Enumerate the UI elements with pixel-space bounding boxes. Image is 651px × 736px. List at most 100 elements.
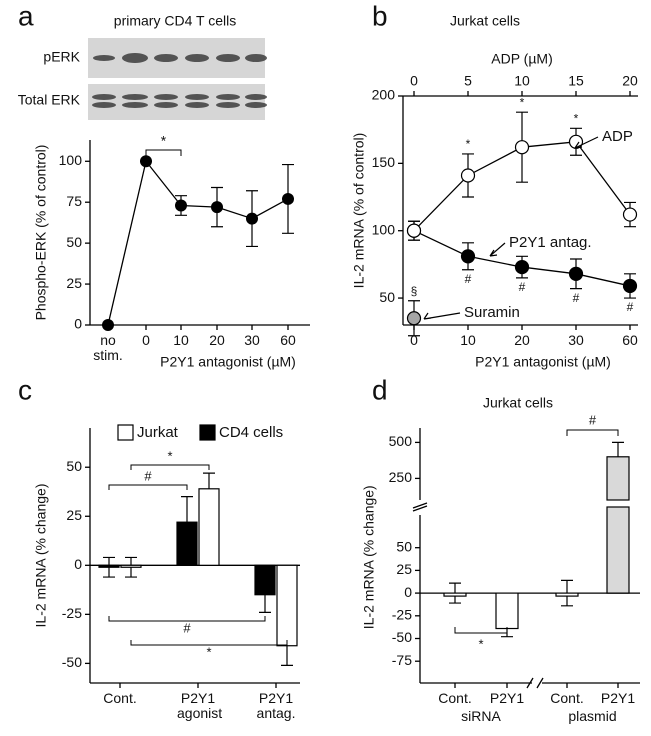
point bbox=[568, 266, 584, 281]
significance-label: * bbox=[466, 137, 471, 151]
significance-label: * bbox=[167, 448, 172, 463]
y-tick-label: 50 bbox=[66, 458, 82, 474]
group-label: siRNA bbox=[461, 708, 501, 724]
bar bbox=[555, 592, 579, 597]
x-tick-label: P2Y1 bbox=[600, 690, 636, 706]
y-tick-label: 200 bbox=[372, 87, 396, 103]
y-tick-label: 100 bbox=[59, 152, 83, 168]
point bbox=[140, 155, 152, 168]
y-tick-label: 0 bbox=[74, 316, 82, 332]
y-tick-label: -50 bbox=[62, 654, 82, 670]
label-arrow bbox=[489, 242, 506, 257]
significance-bracket bbox=[108, 616, 266, 622]
y-axis-label: IL-2 mRNA (% change) bbox=[33, 484, 49, 628]
point bbox=[514, 140, 530, 155]
point bbox=[514, 259, 530, 275]
point bbox=[406, 223, 422, 238]
bar bbox=[606, 456, 630, 501]
x2-axis-label: ADP (µM) bbox=[491, 51, 552, 67]
x-tick-label: 0 bbox=[410, 332, 418, 348]
point bbox=[211, 201, 223, 214]
y-tick-label: 25 bbox=[66, 507, 82, 523]
y-tick-label: 100 bbox=[372, 221, 396, 237]
y-tick-label: -50 bbox=[392, 629, 412, 645]
significance-bracket bbox=[566, 429, 619, 436]
bar bbox=[443, 592, 467, 597]
y-tick-label: 75 bbox=[66, 193, 82, 209]
legend-label: CD4 cells bbox=[219, 424, 283, 441]
x-tick-label: 20 bbox=[209, 332, 225, 348]
significance-label: # bbox=[519, 280, 526, 294]
x2-tick-label: 0 bbox=[410, 73, 418, 89]
panel-label: a bbox=[18, 0, 34, 31]
point bbox=[622, 278, 638, 294]
series-label: P2Y1 antag. bbox=[509, 234, 592, 251]
y-tick-label: 250 bbox=[389, 469, 413, 485]
x-axis-label: P2Y1 antagonist (µM) bbox=[475, 354, 611, 370]
chart-title: Jurkat cells bbox=[483, 395, 553, 411]
legend-label: Jurkat bbox=[137, 424, 179, 441]
y-axis-label: Phospho-ERK (% of control) bbox=[33, 145, 49, 321]
y-tick-label: 0 bbox=[74, 556, 82, 572]
significance-label: # bbox=[573, 291, 580, 305]
x-tick-label: 0 bbox=[142, 332, 150, 348]
significance-label: * bbox=[478, 636, 483, 651]
y-tick-label: 50 bbox=[379, 289, 395, 305]
x-tick-label: 60 bbox=[280, 332, 296, 348]
bar bbox=[495, 592, 519, 630]
significance-bracket bbox=[130, 640, 288, 646]
blot-images bbox=[88, 38, 267, 120]
y-tick-label: 50 bbox=[396, 538, 412, 554]
significance-label: * bbox=[574, 112, 579, 126]
significance-label: # bbox=[589, 412, 597, 427]
line bbox=[107, 159, 289, 326]
x-tick-label: no stim. bbox=[93, 332, 123, 363]
significance-label: * bbox=[520, 95, 525, 109]
significance-label: * bbox=[161, 133, 167, 149]
x-tick-label: 60 bbox=[622, 332, 638, 348]
blot-row-label: Total ERK bbox=[18, 92, 81, 108]
significance-label: * bbox=[206, 644, 211, 659]
bar bbox=[98, 564, 120, 568]
x-tick-label: 30 bbox=[244, 332, 260, 348]
x-tick-label: P2Y1 bbox=[489, 690, 525, 706]
chart-title: Jurkat cells bbox=[450, 13, 520, 29]
x2-tick-label: 20 bbox=[622, 73, 638, 89]
y-axis-label: IL-2 mRNA (% change) bbox=[361, 485, 377, 629]
series-label: ADP bbox=[602, 128, 633, 145]
legend-swatch bbox=[117, 424, 134, 441]
y-tick-label: 50 bbox=[66, 234, 82, 250]
bar bbox=[176, 521, 198, 566]
panel-label: c bbox=[18, 374, 32, 405]
y-tick-label: -25 bbox=[392, 607, 412, 623]
y-tick-label: -25 bbox=[62, 605, 82, 621]
x-tick-label: Cont. bbox=[438, 690, 472, 706]
x-tick-label: 10 bbox=[460, 332, 476, 348]
x-tick-label: 20 bbox=[514, 332, 530, 348]
label-arrow bbox=[423, 312, 461, 320]
panel-label: d bbox=[372, 374, 388, 405]
point bbox=[246, 212, 258, 225]
bar bbox=[606, 506, 630, 594]
significance-label: # bbox=[144, 468, 152, 483]
bar bbox=[120, 564, 142, 568]
bar bbox=[254, 564, 276, 596]
point bbox=[102, 319, 114, 331]
series-label: Suramin bbox=[464, 304, 520, 321]
y-tick-label: 25 bbox=[396, 561, 412, 577]
significance-bracket bbox=[108, 484, 188, 490]
x2-tick-label: 5 bbox=[464, 73, 472, 89]
x-tick-label: Cont. bbox=[103, 690, 137, 706]
y-tick-label: -75 bbox=[392, 652, 412, 668]
blot-title: primary CD4 T cells bbox=[114, 13, 236, 29]
bar bbox=[276, 564, 298, 647]
x2-tick-label: 15 bbox=[568, 73, 584, 89]
significance-label: # bbox=[627, 300, 634, 314]
x-tick-label: P2Y1 agonist bbox=[177, 690, 223, 721]
x-axis-label: P2Y1 antagonist (µM) bbox=[160, 354, 296, 370]
bar bbox=[198, 488, 220, 566]
point bbox=[406, 311, 422, 326]
significance-label: # bbox=[183, 620, 191, 635]
point bbox=[460, 249, 476, 264]
